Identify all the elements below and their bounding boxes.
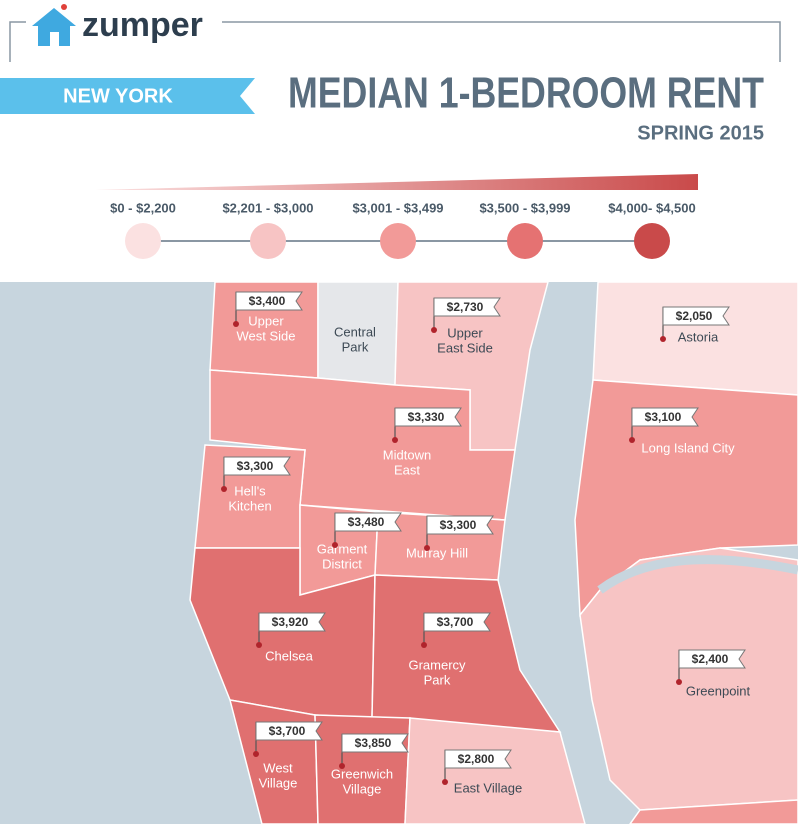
- brand: zumper: [82, 6, 203, 44]
- neighborhood-name: Garment: [317, 541, 368, 556]
- price-flag: [223, 456, 291, 476]
- neighborhood-name: Central: [334, 324, 376, 339]
- city-banner: [0, 78, 255, 114]
- neighborhood-name: East: [394, 462, 420, 477]
- price: $3,850: [355, 736, 392, 750]
- scale-wedge: [95, 174, 698, 190]
- neighborhood-name: District: [322, 556, 362, 571]
- legend-swatch: [634, 223, 670, 259]
- price: $3,920: [272, 615, 309, 629]
- neighborhood-name: West Side: [236, 328, 295, 343]
- region: [404, 717, 586, 824]
- subtitle: SPRING 2015: [637, 122, 764, 144]
- neighborhood-name: Gramercy: [408, 657, 466, 672]
- price: $3,400: [249, 294, 286, 308]
- location-dot: [676, 679, 682, 685]
- price-flag: [255, 721, 323, 741]
- price: $3,480: [348, 515, 385, 529]
- legend-swatch: [380, 223, 416, 259]
- frame: [9, 21, 781, 62]
- location-dot: [421, 642, 427, 648]
- region: [579, 547, 798, 811]
- neighborhood-name: East Side: [437, 340, 493, 355]
- neighborhood-name: Long Island City: [641, 440, 735, 455]
- price: $3,300: [440, 518, 477, 532]
- location-dot: [233, 321, 239, 327]
- location-dot: [253, 751, 259, 757]
- region: [629, 799, 798, 824]
- neighborhood-name: Greenwich: [331, 766, 393, 781]
- location-dot: [424, 545, 430, 551]
- neighborhood-name: Village: [343, 781, 382, 796]
- price-flag: [426, 515, 494, 535]
- neighborhood-name: Murray Hill: [406, 545, 468, 560]
- legend-swatch: [507, 223, 543, 259]
- location-dot: [660, 336, 666, 342]
- title: MEDIAN 1-BEDROOM RENT: [288, 69, 764, 118]
- price-flag: [662, 306, 730, 326]
- region: [592, 281, 798, 396]
- price: $3,330: [408, 410, 445, 424]
- location-dot: [221, 486, 227, 492]
- price: $3,100: [645, 410, 682, 424]
- location-dot: [339, 763, 345, 769]
- price-flag: [258, 612, 326, 632]
- legend-swatch: [250, 223, 286, 259]
- location-dot: [629, 437, 635, 443]
- price-flag: [631, 407, 699, 427]
- neighborhood-name: Upper: [248, 313, 284, 328]
- price-flag: [334, 512, 402, 532]
- price-flag: [235, 291, 303, 311]
- price: $3,700: [269, 724, 306, 738]
- neighborhood-name: East Village: [454, 780, 522, 795]
- price-flag: [423, 612, 491, 632]
- price-flag: [444, 749, 512, 769]
- location-dot: [431, 327, 437, 333]
- creek: [597, 555, 798, 594]
- logo: zumper: [32, 4, 203, 46]
- neighborhood-name: West: [263, 760, 293, 775]
- legend-label: $3,500 - $3,999: [479, 200, 570, 215]
- neighborhood-name: Upper: [447, 325, 483, 340]
- neighborhood-name: Kitchen: [228, 498, 271, 513]
- legend-label: $4,000- $4,500: [608, 200, 695, 215]
- price: $2,800: [458, 752, 495, 766]
- legend-label: $3,001 - $3,499: [352, 200, 443, 215]
- location-dot: [332, 542, 338, 548]
- price: $3,700: [437, 615, 474, 629]
- region: [371, 574, 562, 733]
- neighborhood-name: Hell's: [234, 483, 266, 498]
- price: $2,050: [676, 309, 713, 323]
- location-dot: [442, 779, 448, 785]
- price: $2,400: [692, 652, 729, 666]
- legend-label: $0 - $2,200: [110, 200, 176, 215]
- neighborhood-name: Park: [424, 672, 451, 687]
- legend-label: $2,201 - $3,000: [222, 200, 313, 215]
- city: NEW YORK: [63, 85, 173, 107]
- neighborhood-name: Park: [342, 339, 369, 354]
- price: $2,730: [447, 300, 484, 314]
- neighborhood-name: Astoria: [678, 329, 719, 344]
- location-dot: [392, 437, 398, 443]
- price-flag: [433, 297, 501, 317]
- price-flag: [678, 649, 746, 669]
- price: $3,300: [237, 459, 274, 473]
- neighborhood-name: Midtown: [383, 447, 431, 462]
- location-dot: [256, 642, 262, 648]
- price-flag: [341, 733, 409, 753]
- neighborhood-name: Village: [259, 775, 298, 790]
- price-flag: [394, 407, 462, 427]
- neighborhood-name: Chelsea: [265, 648, 313, 663]
- neighborhood-name: Greenpoint: [686, 683, 751, 698]
- legend-swatch: [125, 223, 161, 259]
